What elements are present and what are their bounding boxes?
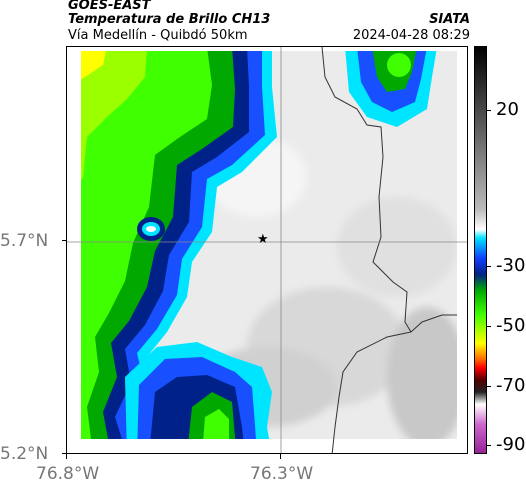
colorbar-label: -70: [496, 375, 526, 396]
colorbar-label: 20: [496, 99, 519, 120]
colorbar-label: -50: [496, 315, 526, 336]
cloud-region-south: [125, 342, 272, 453]
y-tick-label: 5.2°N: [0, 444, 49, 464]
border-line-south: [331, 331, 412, 453]
colorbar-label: -90: [496, 434, 526, 455]
cloud-region-northeast: [345, 47, 437, 127]
colorbar-tick-mark: [486, 445, 491, 446]
satellite-name: GOES-EAST: [68, 0, 151, 13]
colorbar-tick-mark: [486, 326, 491, 327]
border-line-east: [410, 314, 457, 333]
x-tick-label: 76.3°W: [250, 464, 314, 484]
map-panel: ★: [66, 46, 468, 454]
right-margin: [457, 47, 467, 453]
region-subtitle: Vía Medellín - Quibdó 50km: [68, 28, 248, 43]
cloud-region-west: [67, 47, 277, 453]
star-icon: ★: [257, 232, 269, 247]
x-tick-label: 76.8°W: [36, 464, 100, 484]
colorbar-tick-mark: [486, 266, 491, 267]
left-margin: [67, 47, 81, 453]
agency-name: SIATA: [429, 12, 470, 27]
y-tick-mark: [62, 453, 67, 454]
y-tick-label: 5.7°N: [0, 231, 49, 251]
border-line-north: [321, 47, 412, 333]
colorbar-label: -30: [496, 255, 526, 276]
brightness-temperature-map: [67, 47, 467, 453]
colorbar-tick-mark: [486, 386, 491, 387]
x-tick-mark: [280, 454, 281, 459]
gray-texture: [197, 137, 467, 447]
timestamp: 2024-04-28 08:29: [352, 28, 470, 43]
product-title: Temperatura de Brillo CH13: [68, 12, 271, 27]
top-margin: [67, 47, 467, 51]
y-tick-mark: [62, 240, 67, 241]
x-tick-mark: [66, 454, 67, 459]
bottom-margin: [67, 439, 467, 453]
colorbar: [474, 46, 487, 454]
colorbar-tick-mark: [486, 110, 491, 111]
